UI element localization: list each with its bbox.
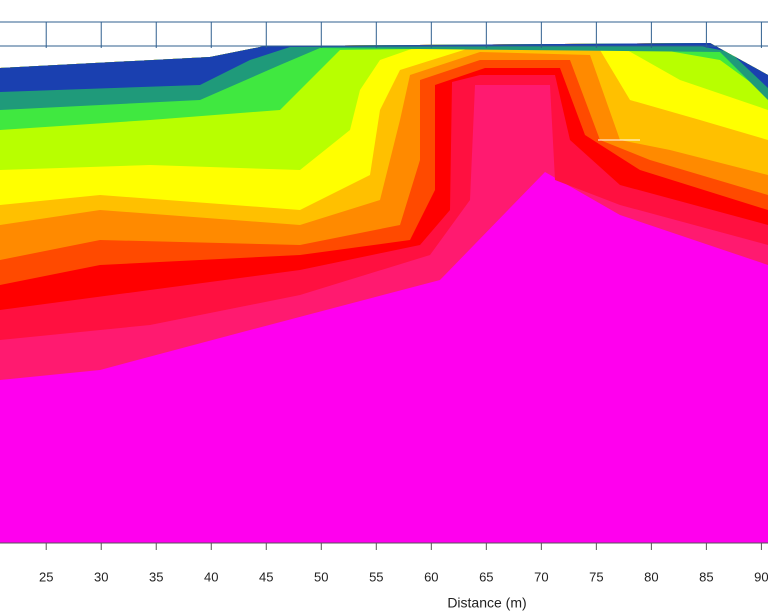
x-tick-label: 90 — [754, 569, 768, 584]
x-tick-label: 35 — [149, 569, 163, 584]
x-axis-label: Distance (m) — [447, 595, 526, 611]
x-tick-label: 25 — [39, 569, 53, 584]
x-tick-label: 70 — [534, 569, 548, 584]
x-tick-label: 65 — [479, 569, 493, 584]
x-tick-label: 60 — [424, 569, 438, 584]
x-tick-label: 50 — [314, 569, 328, 584]
contour-fill — [0, 43, 768, 543]
x-tick-label: 55 — [369, 569, 383, 584]
grid — [0, 21, 768, 48]
contour-band — [0, 43, 768, 170]
x-tick-label: 30 — [94, 569, 108, 584]
x-tick-label: 40 — [204, 569, 218, 584]
x-tick-label: 85 — [699, 569, 713, 584]
x-tick-label: 75 — [589, 569, 603, 584]
x-tick-label: 45 — [259, 569, 273, 584]
x-tick-label: 80 — [644, 569, 658, 584]
